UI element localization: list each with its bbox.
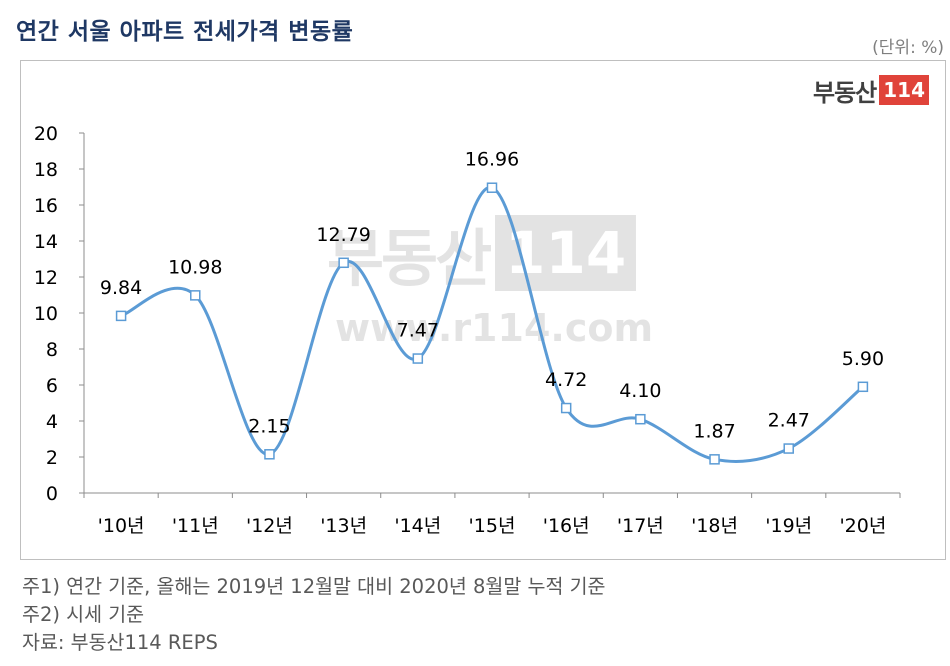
data-label: 7.47 (397, 320, 439, 342)
data-point (115, 310, 127, 322)
x-tick-label: '10년 (98, 515, 145, 537)
data-point (783, 443, 794, 454)
x-tick-label: '19년 (765, 515, 812, 537)
x-tick-label: '13년 (320, 515, 367, 537)
x-tick-label: '14년 (394, 515, 441, 537)
logo-number-badge: 114 (879, 75, 929, 105)
series-line (120, 186, 864, 463)
data-label: 10.98 (168, 256, 222, 278)
y-tick-label: 6 (46, 375, 58, 397)
footnote-1: 주1) 연간 기준, 올해는 2019년 12월말 대비 2020년 8월말 누… (22, 575, 606, 598)
y-tick-label: 18 (34, 159, 58, 181)
data-label: 4.72 (545, 369, 587, 391)
data-point (190, 290, 201, 301)
x-tick-label: '11년 (172, 515, 219, 537)
data-label: 4.10 (619, 380, 661, 402)
data-label: 12.79 (316, 224, 370, 246)
x-tick-label: '12년 (246, 515, 293, 537)
data-point (486, 182, 498, 193)
data-label: 2.15 (248, 415, 290, 437)
footnote-2: 주2) 시세 기준 (22, 603, 145, 626)
chart-title: 연간 서울 아파트 전세가격 변동률 (16, 19, 354, 45)
y-tick-label: 4 (46, 411, 58, 433)
y-tick-label: 16 (34, 195, 58, 217)
y-tick-label: 20 (34, 123, 58, 145)
data-point (338, 257, 349, 269)
x-tick-label: '16년 (543, 515, 590, 537)
data-point (560, 402, 572, 414)
data-label: 1.87 (693, 420, 735, 442)
x-tick-label: '15년 (469, 515, 516, 537)
unit-label: (단위: %) (872, 38, 944, 58)
data-point (264, 449, 275, 460)
source-note: 자료: 부동산114 REPS (22, 631, 218, 654)
data-label: 16.96 (465, 149, 519, 171)
footnotes: 주1) 연간 기준, 올해는 2019년 12월말 대비 2020년 8월말 누… (22, 573, 605, 657)
logo-text: 부동산 (813, 78, 877, 107)
y-tick-label: 8 (46, 339, 58, 361)
x-tick-label: '17년 (617, 515, 664, 537)
data-point (635, 413, 646, 425)
data-point (857, 381, 869, 393)
y-tick-label: 12 (34, 267, 58, 289)
data-point (709, 454, 720, 465)
data-label: 5.90 (842, 348, 884, 370)
y-tick-label: 14 (34, 231, 58, 253)
data-point (412, 353, 424, 364)
y-tick-label: 10 (34, 303, 58, 325)
data-label: 2.47 (768, 410, 810, 432)
data-label: 9.84 (100, 277, 142, 299)
brand-logo: 부동산 114 (813, 73, 929, 107)
x-tick-label: '18년 (691, 515, 738, 537)
x-tick-label: '20년 (839, 515, 886, 537)
y-tick-label: 0 (46, 483, 58, 505)
chart-frame (20, 60, 946, 560)
y-tick-label: 2 (46, 447, 58, 469)
